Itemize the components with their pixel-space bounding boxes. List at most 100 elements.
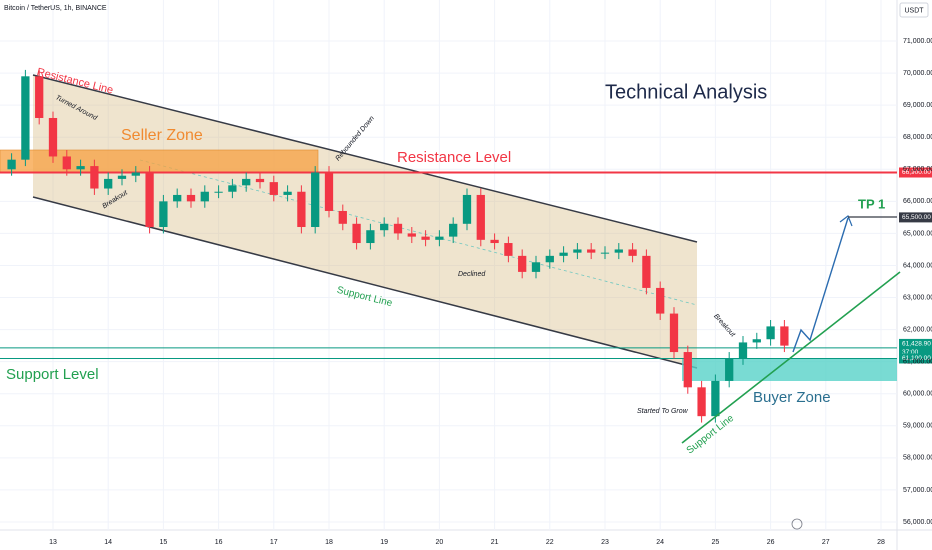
candle-body	[200, 191, 209, 202]
x-tick-label: 26	[767, 539, 775, 546]
y-tick-label: 67,000.00	[903, 166, 932, 173]
annotation: Buyer Zone	[753, 389, 831, 406]
candle-body	[104, 178, 113, 189]
candle-body	[131, 172, 140, 176]
support-trendline	[681, 271, 901, 444]
candle-body	[269, 182, 278, 195]
y-tick-label: 66,000.00	[903, 198, 932, 205]
price-tag-label: 65,500.00	[902, 214, 931, 221]
candle-body	[173, 194, 182, 202]
annotation: Support Level	[6, 366, 99, 383]
annotation: Seller Zone	[121, 127, 203, 144]
annotation: Declined	[458, 271, 486, 278]
candle-body	[393, 223, 403, 234]
candle-body	[559, 252, 568, 256]
candle-body	[490, 239, 499, 244]
candle-body	[228, 185, 237, 192]
title-annotation: Technical Analysis	[605, 81, 767, 103]
projection-arrow	[792, 217, 849, 353]
candle-body	[697, 387, 706, 417]
price-tags: 66,900.00 65,500.00 61,428.9037:0061,100.0…	[899, 167, 932, 364]
candle-body	[435, 236, 444, 240]
candle-body	[518, 255, 527, 272]
x-tick-label: 20	[435, 539, 443, 546]
resistance-line	[32, 74, 698, 243]
candles	[7, 69, 789, 423]
x-tick-label: 18	[325, 539, 333, 546]
x-tick-label: 21	[491, 539, 499, 546]
candle-body	[642, 255, 651, 288]
candle-body	[7, 159, 16, 170]
channel-fill	[33, 75, 697, 368]
currency: USDT	[904, 7, 924, 14]
candle-body	[531, 262, 541, 272]
annotation: TP 1	[858, 196, 885, 211]
y-tick-label: 65,000.00	[903, 230, 932, 237]
price-tag	[899, 353, 932, 364]
x-tick-label: 19	[380, 539, 388, 546]
candle-body	[366, 230, 375, 244]
candle-body	[449, 223, 458, 237]
candle-body	[669, 313, 679, 353]
y-tick-label: 61,000.00	[903, 359, 932, 366]
candle-body	[283, 191, 292, 195]
candle-body	[214, 191, 223, 193]
candle-body	[117, 175, 127, 179]
candle-body	[352, 223, 361, 244]
candle-body	[338, 210, 347, 224]
candle-body	[186, 194, 196, 202]
arrow-head	[839, 215, 853, 227]
x-tick-label: 15	[159, 539, 167, 546]
y-tick-label: 59,000.00	[903, 423, 932, 430]
x-tick-label: 16	[215, 539, 223, 546]
candle-body	[780, 326, 789, 346]
price-tag-label: 61,428.90	[902, 341, 931, 348]
annotation: Started To Grow	[637, 408, 689, 415]
candle-body	[587, 249, 596, 253]
x-tick-label: 28	[877, 539, 885, 546]
y-tick-label: 60,000.00	[903, 391, 932, 398]
candle-body	[504, 243, 513, 256]
candle-body	[21, 76, 30, 160]
support-line	[32, 196, 698, 369]
grid	[0, 0, 897, 530]
x-tick-label: 24	[656, 539, 664, 546]
candle-body	[90, 166, 99, 189]
annotation: Resistance Level	[397, 149, 511, 166]
y-tick-label: 64,000.00	[903, 262, 932, 269]
candle-body	[752, 339, 761, 343]
candle-body	[545, 255, 554, 263]
candle-body	[614, 249, 623, 253]
y-tick-label: 63,000.00	[903, 294, 932, 301]
x-tick-label: 22	[546, 539, 554, 546]
price-tag	[899, 212, 932, 223]
candle-body	[421, 236, 430, 240]
symbol-header: Bitcoin / TetherUS, 1h, BINANCE	[4, 5, 107, 12]
candle-body	[62, 156, 71, 170]
candle-body	[711, 380, 720, 417]
y-tick-label: 62,000.00	[903, 326, 932, 333]
candle-body	[600, 252, 610, 254]
currency-box	[899, 2, 929, 18]
candle-body	[311, 172, 320, 228]
x-tick-label: 13	[49, 539, 57, 546]
candle-body	[297, 191, 306, 228]
candle-body	[476, 194, 485, 240]
candle-body	[35, 76, 44, 118]
x-tick-label: 25	[711, 539, 719, 546]
x-tick-label: 17	[270, 539, 278, 546]
candle-body	[738, 342, 748, 359]
x-tick-label: 23	[601, 539, 609, 546]
candle-body	[656, 287, 665, 314]
y-tick-label: 56,000.00	[903, 519, 932, 526]
buyer-zone	[682, 358, 897, 381]
seller-zone	[0, 149, 319, 173]
candle-body	[76, 166, 85, 170]
y-tick-label: 71,000.00	[903, 38, 932, 45]
candle-body	[145, 172, 154, 228]
candle-body	[407, 233, 416, 237]
candle-body	[380, 223, 389, 231]
price-tag-label: 61,100.00	[902, 355, 931, 362]
